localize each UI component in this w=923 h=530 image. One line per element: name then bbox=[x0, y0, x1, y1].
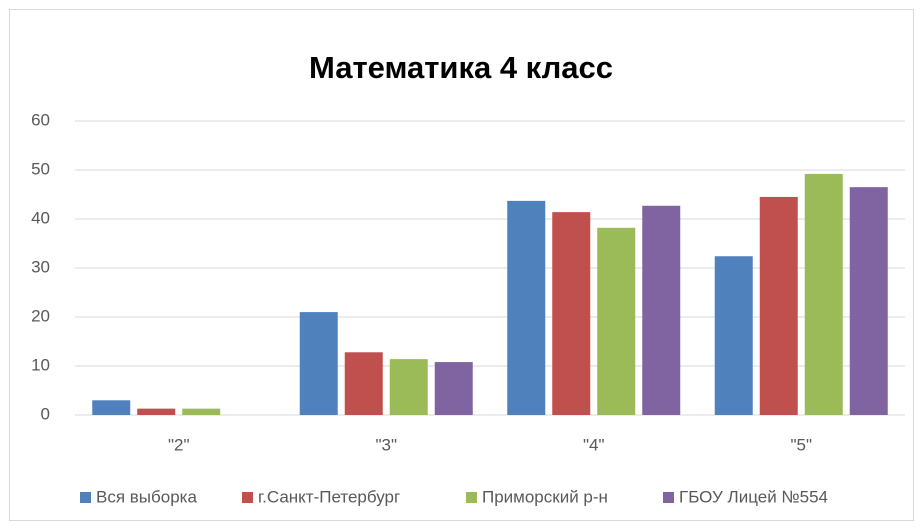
y-tick-label: 0 bbox=[41, 404, 50, 423]
bar bbox=[344, 352, 383, 415]
y-tick-label: 60 bbox=[31, 110, 50, 129]
legend-label: Приморский р-н bbox=[482, 487, 608, 506]
bar bbox=[804, 173, 843, 415]
bar bbox=[849, 187, 888, 415]
y-tick-label: 50 bbox=[31, 159, 50, 178]
y-tick-label: 10 bbox=[31, 355, 50, 374]
legend-swatch bbox=[466, 492, 477, 503]
bar bbox=[759, 196, 798, 415]
legend-label: ГБОУ Лицей №554 bbox=[679, 487, 828, 506]
chart-title: Математика 4 класс bbox=[309, 50, 613, 85]
bar bbox=[299, 312, 338, 415]
bar bbox=[182, 408, 221, 415]
bar bbox=[552, 212, 591, 415]
y-tick-label: 30 bbox=[31, 257, 50, 276]
bar bbox=[507, 200, 546, 415]
y-tick-label: 40 bbox=[31, 208, 50, 227]
legend-swatch bbox=[242, 492, 253, 503]
x-tick-label: "5" bbox=[790, 435, 812, 454]
x-tick-label: "2" bbox=[168, 435, 190, 454]
bar bbox=[137, 408, 176, 415]
legend-label: Вся выборка bbox=[96, 487, 197, 506]
y-tick-label: 20 bbox=[31, 306, 50, 325]
bar bbox=[389, 359, 428, 415]
bar bbox=[714, 256, 753, 415]
x-tick-label: "3" bbox=[375, 435, 397, 454]
bar bbox=[92, 400, 131, 415]
bar bbox=[434, 362, 473, 415]
bar bbox=[642, 205, 681, 415]
bar bbox=[597, 227, 636, 415]
legend-label: г.Санкт-Петербург bbox=[258, 487, 400, 506]
legend-swatch bbox=[80, 492, 91, 503]
x-tick-label: "4" bbox=[583, 435, 605, 454]
legend-swatch bbox=[663, 492, 674, 503]
